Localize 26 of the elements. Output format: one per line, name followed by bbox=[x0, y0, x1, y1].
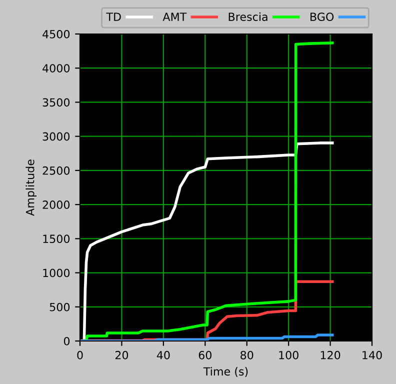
y-tick-label: 4500 bbox=[42, 30, 70, 38]
y-tick-label: 500 bbox=[50, 302, 70, 312]
x-tick-label: 20 bbox=[115, 350, 128, 360]
y-tick-label: 0 bbox=[64, 336, 70, 346]
x-axis-title: Time (s) bbox=[203, 367, 248, 377]
line-series bbox=[80, 142, 334, 341]
line-series bbox=[80, 334, 334, 341]
x-tick-label: 120 bbox=[320, 350, 340, 360]
x-tick-label: 60 bbox=[198, 350, 212, 360]
y-tick-label: 4000 bbox=[42, 64, 70, 72]
x-tick-label: 100 bbox=[279, 350, 298, 360]
legend-label: TD bbox=[106, 12, 121, 21]
y-tick-label: 1500 bbox=[43, 234, 70, 244]
legend-label: AMT bbox=[162, 12, 187, 21]
y-tick-label: 3000 bbox=[42, 132, 70, 141]
y-tick-label: 3500 bbox=[42, 98, 70, 107]
y-tick-label: 2000 bbox=[42, 200, 70, 209]
x-tick-label: 80 bbox=[240, 350, 254, 360]
legend-label: Brescia bbox=[228, 12, 268, 21]
y-axis-title: Amplitude bbox=[26, 160, 36, 216]
x-tick-label: 40 bbox=[156, 350, 170, 360]
x-tick-label: 140 bbox=[362, 350, 382, 360]
legend-label: BGO bbox=[310, 12, 334, 21]
y-tick-label: 2500 bbox=[42, 166, 70, 175]
x-tick-label: 0 bbox=[77, 350, 83, 360]
y-tick-label: 1000 bbox=[43, 268, 70, 278]
